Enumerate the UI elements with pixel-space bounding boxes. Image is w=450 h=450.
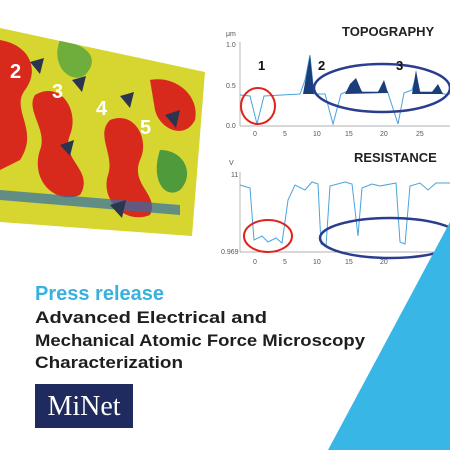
x-tick-label: 20 <box>380 259 388 266</box>
afm-region <box>104 118 153 218</box>
panel-title: RESISTANCE <box>354 150 437 165</box>
afm-region <box>150 79 196 131</box>
x-tick-label: 10 <box>313 259 321 266</box>
logo-box <box>35 384 133 428</box>
afm-image <box>0 28 205 236</box>
highlight-circle <box>318 216 450 260</box>
y-tick-label: 11 <box>231 172 238 179</box>
topography-panel: TOPOGRAPHY μm 1.0 0.5 0.0 1 2 3 0 5 10 1… <box>226 24 450 138</box>
afm-pit <box>120 92 134 108</box>
afm-groove <box>0 190 180 215</box>
afm-region <box>0 40 32 170</box>
image-label: 2 <box>10 61 21 83</box>
y-tick-label: 0.969 <box>221 249 239 256</box>
afm-region <box>32 90 84 198</box>
x-tick-label: 10 <box>313 131 321 138</box>
y-tick-label: 0.5 <box>226 83 236 90</box>
x-tick-label: 5 <box>283 259 287 266</box>
panel-title: TOPOGRAPHY <box>342 24 435 39</box>
image-label: 5 <box>140 117 151 139</box>
x-tick-label: 25 <box>416 131 424 138</box>
annotation: 1 <box>258 58 265 73</box>
x-tick-label: 5 <box>283 131 287 138</box>
axis-unit: μm <box>226 31 236 38</box>
afm-pit <box>72 76 86 92</box>
x-tick-label: 15 <box>345 131 353 138</box>
afm-pit <box>165 110 180 128</box>
press-label: Press release <box>35 283 164 305</box>
accent-triangle <box>328 222 450 450</box>
resistance-curve <box>239 181 450 247</box>
afm-pit <box>30 58 44 74</box>
x-tick-label: 0 <box>253 131 257 138</box>
highlight-circle <box>243 219 293 253</box>
headline-line: Characterization <box>35 353 183 372</box>
afm-region <box>156 150 188 193</box>
axis-unit: V <box>229 160 234 167</box>
image-label: 4 <box>96 98 108 120</box>
resistance-panel: RESISTANCE V 11 0.969 0 5 10 15 20 <box>221 150 450 266</box>
afm-pit <box>110 200 126 218</box>
x-tick-label: 15 <box>345 259 353 266</box>
logo-text: MiNet <box>47 391 120 422</box>
x-tick-label: 20 <box>380 131 388 138</box>
headline-line: Mechanical Atomic Force Microscopy <box>35 331 366 350</box>
highlight-circle <box>312 62 450 114</box>
annotation: 2 <box>318 58 325 73</box>
image-label: 3 <box>52 81 63 103</box>
x-tick-label: 0 <box>253 259 257 266</box>
y-tick-label: 0.0 <box>226 123 236 130</box>
annotation: 3 <box>396 58 403 73</box>
headline-line: Advanced Electrical and <box>35 308 267 327</box>
y-tick-label: 1.0 <box>226 42 236 49</box>
afm-pit <box>60 140 74 156</box>
afm-region <box>57 40 92 78</box>
highlight-circle <box>240 87 276 125</box>
